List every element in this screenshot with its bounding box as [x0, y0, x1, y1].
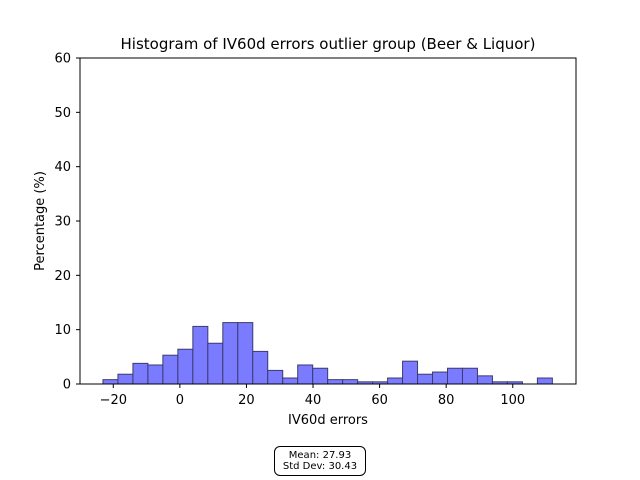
y-axis-label: Percentage (%) — [33, 171, 48, 271]
histogram-bar — [192, 325, 209, 385]
y-tick-label: 30 — [54, 215, 71, 230]
x-axis-label: IV60d errors — [288, 413, 368, 428]
histogram-bar — [207, 342, 224, 385]
histogram-bar — [282, 377, 299, 385]
x-tick-label: −20 — [100, 393, 127, 408]
histogram-bar — [117, 373, 134, 385]
plot-frame — [79, 57, 577, 385]
histogram-bar — [237, 322, 254, 385]
mean-text: Mean: 27.93 — [288, 450, 352, 461]
histogram-bar — [312, 367, 329, 385]
histogram-bar — [432, 371, 449, 385]
x-tick-label: 20 — [238, 393, 255, 408]
histogram-bar — [252, 350, 269, 385]
histogram-bar — [476, 375, 493, 385]
x-tick-label: 100 — [500, 393, 525, 408]
histogram-bar — [417, 373, 434, 385]
histogram-bar — [297, 364, 314, 385]
histogram-bar — [162, 354, 179, 385]
x-tick-label: 0 — [176, 393, 184, 408]
histogram-bar — [327, 379, 344, 385]
y-tick-label: 60 — [54, 52, 71, 67]
chart-title: Histogram of IV60d errors outlier group … — [121, 35, 536, 53]
x-tick-label: 40 — [305, 393, 322, 408]
y-tick-label: 0 — [63, 378, 71, 393]
x-axis-ticks: −20 0 20 40 60 80 100 — [100, 384, 525, 408]
y-axis-ticks: 0 10 20 30 40 50 60 — [54, 52, 80, 393]
x-tick-label: 60 — [371, 393, 388, 408]
y-tick-label: 50 — [54, 106, 71, 121]
bars-group — [102, 322, 553, 385]
histogram-bar — [222, 322, 239, 385]
std-dev-text: Std Dev: 30.43 — [282, 461, 358, 472]
histogram-bar — [342, 379, 359, 385]
histogram-bar — [402, 360, 419, 385]
y-tick-label: 10 — [54, 323, 71, 338]
histogram-bar — [447, 367, 463, 385]
x-tick-label: 80 — [438, 393, 455, 408]
stats-box: Mean: 27.93 Std Dev: 30.43 — [274, 446, 366, 476]
y-tick-label: 40 — [54, 160, 71, 175]
histogram-bar — [267, 369, 284, 385]
y-tick-label: 20 — [54, 269, 71, 284]
histogram-bar — [536, 377, 553, 385]
histogram-bar — [132, 362, 149, 385]
histogram-bar — [147, 364, 164, 385]
histogram-bar — [177, 348, 194, 385]
histogram-bar — [387, 377, 404, 385]
histogram-bar — [461, 367, 478, 385]
histogram-bar — [102, 379, 119, 385]
